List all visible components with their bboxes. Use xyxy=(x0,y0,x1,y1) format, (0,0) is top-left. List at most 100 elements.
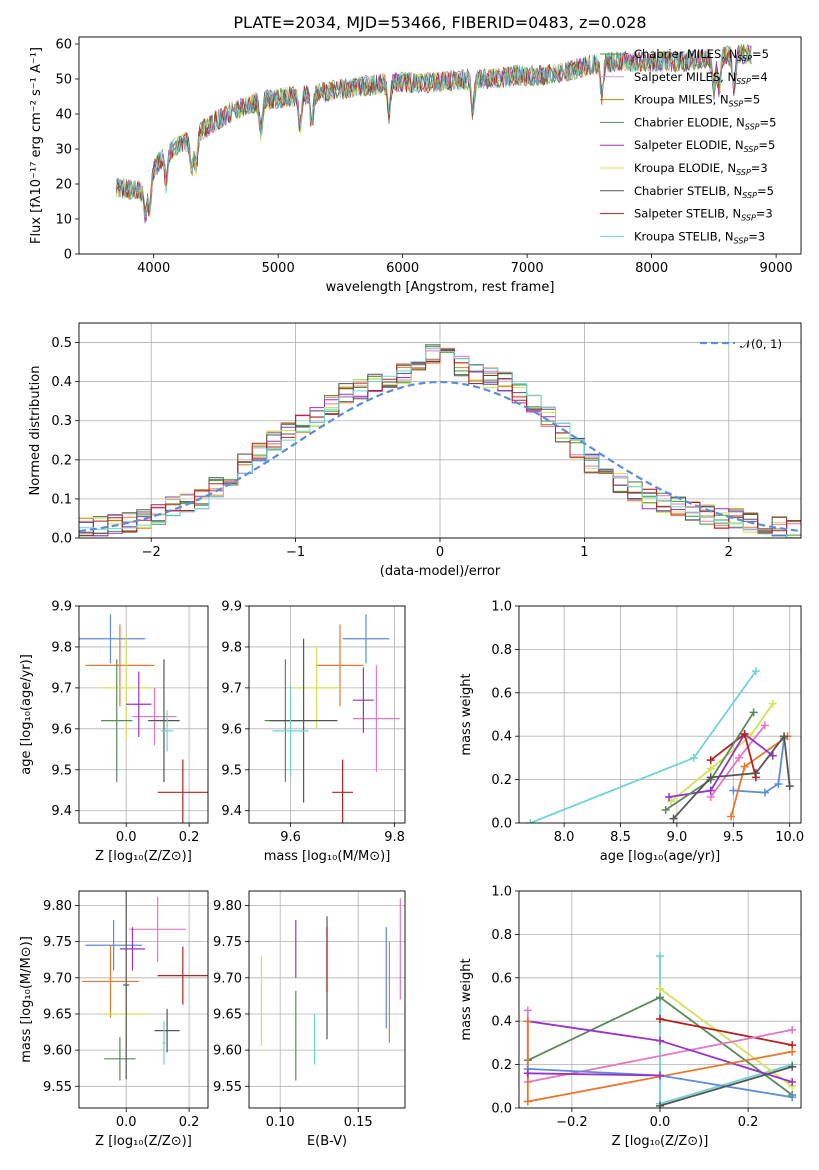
data-marker xyxy=(526,819,535,823)
x-tick-label: 0.0 xyxy=(116,1115,137,1130)
y-tick-label: 9.75 xyxy=(43,935,72,950)
y-tick-label: 0.6 xyxy=(491,971,512,986)
data-marker xyxy=(523,1097,532,1106)
plot-area xyxy=(79,606,208,823)
y-tick-label: 9.9 xyxy=(221,600,242,615)
panel-1: 4000 5000 6000 7000 8000 9000 0 10 20 30 40 50 60 wav… xyxy=(29,13,802,295)
plot-area xyxy=(249,606,405,823)
data-marker xyxy=(656,993,664,1002)
data-marker xyxy=(706,786,715,795)
axes-frame xyxy=(248,605,406,824)
y-tick-label: 9.4 xyxy=(221,804,242,819)
data-marker xyxy=(656,984,664,993)
x-axis-label: mass [log₁₀(M/M⊙)] xyxy=(264,849,391,864)
legend-entry: Salpeter MILES, NSSP=4 xyxy=(634,70,768,86)
y-tick-label: 0.2 xyxy=(491,773,512,788)
plot-area xyxy=(79,891,208,1108)
data-marker xyxy=(727,812,736,821)
data-marker xyxy=(734,753,743,762)
y-tick-label: 60 xyxy=(55,38,72,53)
data-marker xyxy=(780,732,789,741)
x-tick-label: 0.0 xyxy=(116,830,137,845)
data-marker xyxy=(523,1017,532,1026)
x-tick-label: 9.6 xyxy=(280,830,301,845)
plot-area xyxy=(519,891,801,1108)
x-axis-label: Z [log₁₀(Z/Z⊙)] xyxy=(95,1134,192,1149)
panel-7: 0.10 0.15 9.55 9.60 9.65 9.70 9.75 9.80 E(B-V) xyxy=(213,890,406,1149)
data-marker xyxy=(785,782,794,791)
data-marker xyxy=(706,756,715,765)
gaussian-curve xyxy=(79,380,801,533)
histogram-series xyxy=(79,345,801,538)
panel-8: −0.2 0.0 0.2 0.0 0.2 0.4 0.6 0.8 1.0 Z [log₁₀(Z/Z… xyxy=(459,885,802,1149)
y-tick-label: 0.8 xyxy=(491,928,512,943)
x-tick-label: 0.2 xyxy=(738,1115,759,1130)
legend-entry: 𝒩(0, 1) xyxy=(740,337,782,351)
x-axis-label: E(B-V) xyxy=(307,1134,347,1149)
panel-2: −2 −1 0 1 2 0.0 0.1 0.2 0.3 0.4 0.5 (data-model)/er… xyxy=(28,322,802,579)
plot-area xyxy=(249,891,405,1108)
y-tick-label: 9.55 xyxy=(213,1080,242,1095)
y-tick-label: 0.0 xyxy=(51,532,72,547)
y-tick-label: 0.4 xyxy=(491,730,512,745)
spectrum-line xyxy=(116,46,752,222)
legend-entry: Kroupa STELIB, NSSP=3 xyxy=(634,229,765,245)
y-tick-label: 9.60 xyxy=(43,1044,72,1059)
axes-frame xyxy=(518,890,802,1109)
panel-3: 0.0 0.2 9.4 9.5 9.6 9.7 9.8 9.9 Z [log₁₀(Z/Z⊙)] a… xyxy=(19,600,209,864)
y-tick-label: 40 xyxy=(55,108,72,123)
plot-area xyxy=(519,606,801,823)
x-axis-label: (data-model)/error xyxy=(380,564,501,579)
y-tick-label: 9.80 xyxy=(213,899,242,914)
panel-4: 9.6 9.8 9.4 9.5 9.6 9.7 9.8 9.9 mass [log₁₀(M/M⊙… xyxy=(221,600,406,864)
data-marker xyxy=(788,1077,797,1086)
y-axis-label: mass weight xyxy=(459,673,474,755)
axes-frame xyxy=(78,36,802,255)
x-tick-label: 8.5 xyxy=(610,830,631,845)
mass-weight-line xyxy=(659,1018,793,1046)
x-tick-label: 8.0 xyxy=(554,830,575,845)
y-tick-label: 1.0 xyxy=(491,600,512,615)
x-tick-label: 5000 xyxy=(262,261,295,276)
axes-frame xyxy=(78,890,209,1109)
x-tick-label: 7000 xyxy=(511,261,544,276)
data-marker xyxy=(729,786,738,795)
x-tick-label: 8000 xyxy=(635,261,668,276)
x-tick-label: 9.0 xyxy=(667,830,688,845)
panel-6: 0.0 0.2 9.55 9.60 9.65 9.70 9.75 9.80 Z [log₁₀(Z… xyxy=(19,890,209,1149)
mass-weight-line xyxy=(733,738,785,794)
x-tick-label: 1 xyxy=(580,545,588,560)
y-tick-label: 9.5 xyxy=(221,763,242,778)
y-tick-label: 9.80 xyxy=(43,899,72,914)
y-tick-label: 0.6 xyxy=(491,686,512,701)
y-tick-label: 9.5 xyxy=(51,763,72,778)
mass-weight-line xyxy=(659,1065,793,1107)
y-axis-label: mass weight xyxy=(459,958,474,1040)
y-tick-label: 20 xyxy=(55,178,72,193)
mass-weight-line xyxy=(659,956,793,1105)
y-tick-label: 9.60 xyxy=(213,1044,242,1059)
y-tick-label: 50 xyxy=(55,73,72,88)
spectrum-line xyxy=(115,45,752,219)
x-axis-label: age [log₁₀(age/yr)] xyxy=(600,849,721,864)
legend-entry: Kroupa ELODIE, NSSP=3 xyxy=(634,161,768,177)
data-marker xyxy=(774,779,783,788)
x-tick-label: 9.8 xyxy=(384,830,405,845)
x-tick-label: 0 xyxy=(436,545,444,560)
data-marker xyxy=(689,753,698,762)
y-axis-label: Flux [fλ10⁻¹⁷ erg cm⁻² s⁻¹ A⁻¹] xyxy=(29,47,44,244)
panel-5: 8.0 8.5 9.0 9.5 10.0 0.0 0.2 0.4 0.6 0.8 1.0 age [l… xyxy=(459,600,804,865)
y-tick-label: 0.0 xyxy=(491,1102,512,1117)
data-marker xyxy=(751,769,760,778)
mass-weight-line xyxy=(670,703,774,802)
y-axis-label: mass [log₁₀(M/M⊙)] xyxy=(19,936,34,1063)
data-marker xyxy=(656,1036,664,1045)
y-tick-label: 0.4 xyxy=(491,1015,512,1030)
x-tick-label: 0.2 xyxy=(179,1115,200,1130)
mass-weight-line xyxy=(668,732,774,798)
x-tick-label: 0.0 xyxy=(650,1115,671,1130)
spectrum-line xyxy=(115,46,752,219)
data-marker xyxy=(661,805,670,814)
x-tick-label: 2 xyxy=(725,545,733,560)
data-marker xyxy=(788,1093,797,1102)
